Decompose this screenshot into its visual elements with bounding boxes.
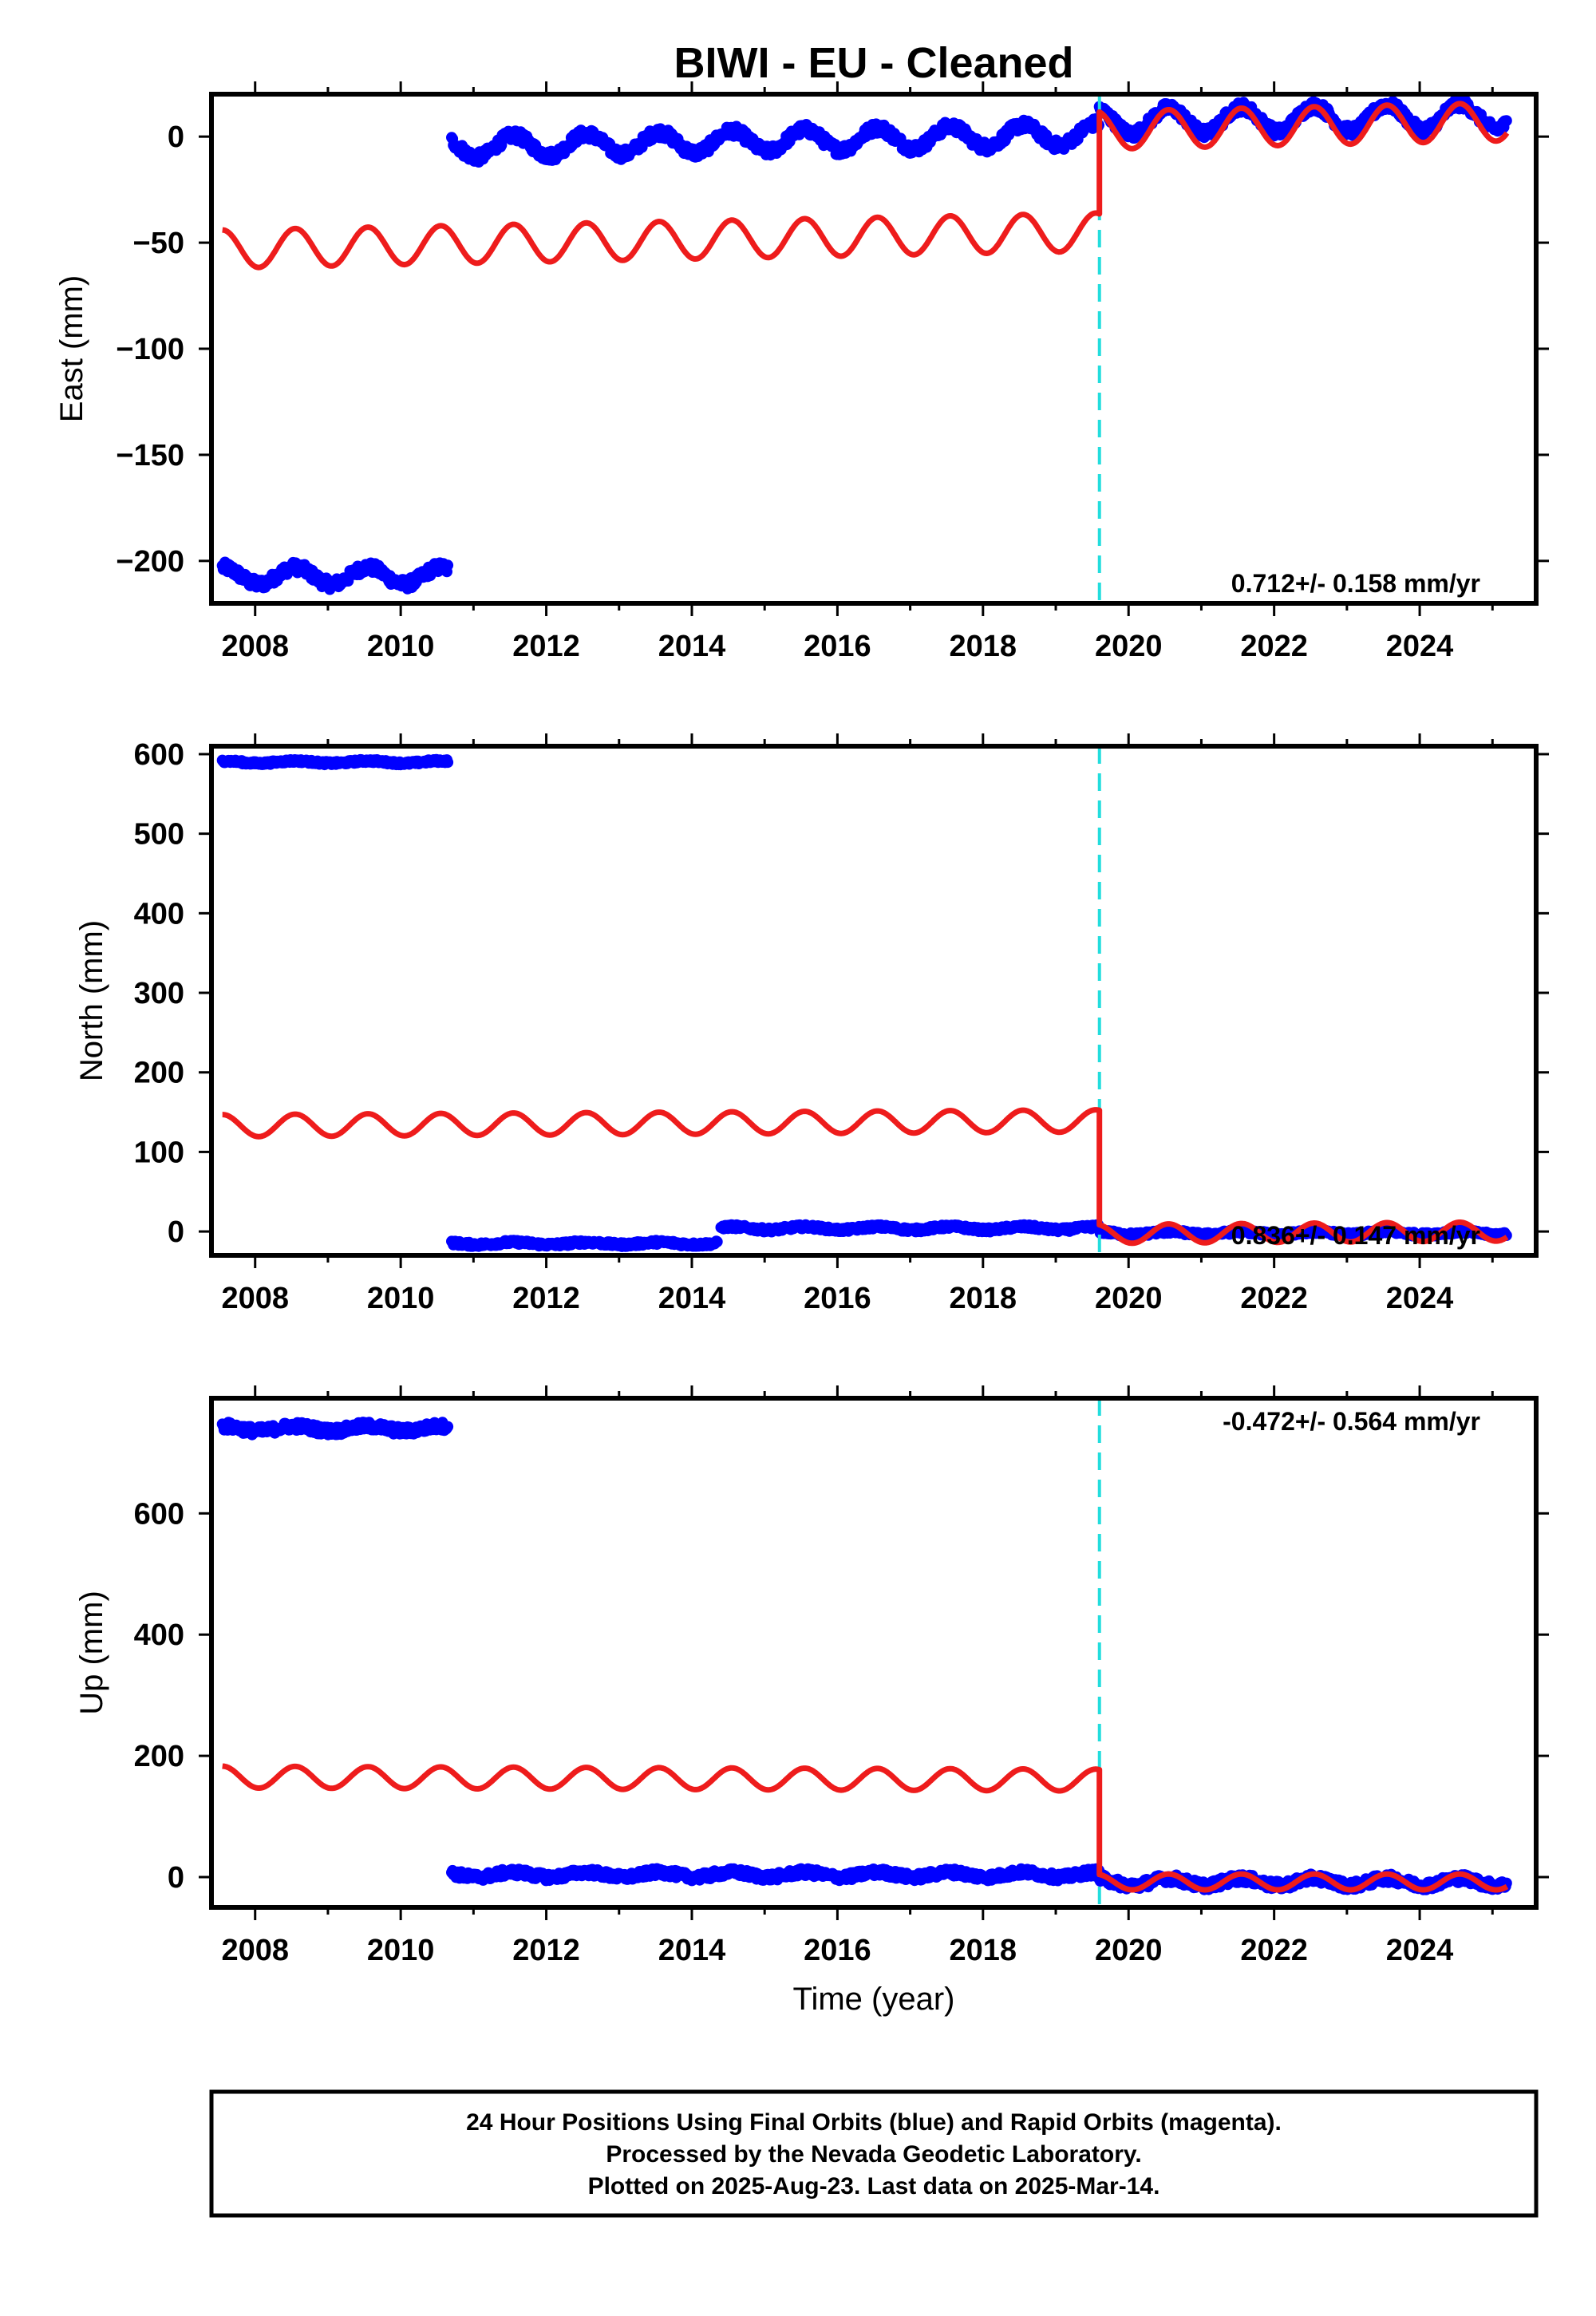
data-point <box>442 757 454 769</box>
x-tick-label: 2022 <box>1240 630 1308 663</box>
data-point <box>711 1235 723 1247</box>
data-points <box>216 753 1512 1252</box>
rate-annotation: -0.472+/- 0.564 mm/yr <box>1223 1407 1480 1436</box>
y-tick-label: 600 <box>134 738 184 772</box>
y-tick-label: −150 <box>116 439 184 472</box>
figure-title: BIWI - EU - Cleaned <box>674 39 1073 87</box>
x-tick-label: 2008 <box>221 1282 289 1315</box>
y-axis-label: Up (mm) <box>74 1591 109 1715</box>
x-tick-label: 2018 <box>950 1934 1017 1967</box>
rate-annotation: 0.836+/- 0.147 mm/yr <box>1231 1221 1480 1250</box>
footer-line-3: Plotted on 2025-Aug-23. Last data on 202… <box>588 2173 1160 2199</box>
y-tick-label: 400 <box>134 1618 184 1652</box>
x-tick-label: 2014 <box>658 630 726 663</box>
y-tick-label: 400 <box>134 897 184 931</box>
plot-frame <box>209 92 1539 606</box>
plot-frame <box>209 1396 1539 1910</box>
north-panel: 2008 2010 2012 2014 2016 2018 2020 2022 2024 600 5… <box>74 733 1549 1315</box>
model-fit-line <box>220 101 1510 271</box>
x-tick-label: 2020 <box>1095 1934 1163 1967</box>
x-tick-label: 2012 <box>512 1282 580 1315</box>
rate-annotation: 0.712+/- 0.158 mm/yr <box>1231 569 1480 598</box>
x-tick-label: 2010 <box>367 630 435 663</box>
y-tick-label: 0 <box>168 1215 184 1249</box>
x-tick-label: 2014 <box>658 1282 726 1315</box>
x-tick-label: 2010 <box>367 1934 435 1967</box>
x-tick-label: 2024 <box>1386 630 1454 663</box>
data-points <box>216 1417 1512 1895</box>
data-points <box>216 94 1512 595</box>
footer-box: 24 Hour Positions Using Final Orbits (bl… <box>209 2089 1539 2218</box>
x-tick-label: 2018 <box>950 1282 1017 1315</box>
model-fit-line <box>220 1107 1510 1247</box>
x-tick-label: 2018 <box>950 630 1017 663</box>
x-tick-label: 2010 <box>367 1282 435 1315</box>
plot-frame <box>209 744 1539 1258</box>
x-tick-label: 2012 <box>512 630 580 663</box>
data-point <box>442 1421 454 1433</box>
y-tick-label: 0 <box>168 1861 184 1895</box>
x-tick-label: 2024 <box>1386 1934 1454 1967</box>
y-tick-label: 100 <box>134 1136 184 1169</box>
x-axis-label: Time (year) <box>793 1982 955 2017</box>
y-tick-label: 200 <box>134 1740 184 1773</box>
footer-line-1: 24 Hour Positions Using Final Orbits (bl… <box>466 2109 1282 2136</box>
data-point <box>442 559 454 571</box>
y-tick-label: 200 <box>134 1057 184 1090</box>
y-tick-label: 500 <box>134 818 184 852</box>
x-tick-label: 2008 <box>221 1934 289 1967</box>
y-tick-label: 300 <box>134 977 184 1010</box>
x-tick-label: 2012 <box>512 1934 580 1967</box>
y-tick-label: 600 <box>134 1497 184 1531</box>
y-tick-label: −200 <box>116 545 184 579</box>
y-axis-label: North (mm) <box>74 920 109 1081</box>
x-tick-label: 2016 <box>804 1282 871 1315</box>
y-tick-label: −50 <box>133 227 184 260</box>
x-tick-label: 2016 <box>804 1934 871 1967</box>
data-point <box>1500 115 1512 127</box>
x-tick-label: 2016 <box>804 630 871 663</box>
y-axis-label: East (mm) <box>54 275 89 422</box>
x-tick-label: 2022 <box>1240 1934 1308 1967</box>
x-tick-label: 2014 <box>658 1934 726 1967</box>
x-tick-label: 2020 <box>1095 630 1163 663</box>
footer-line-2: Processed by the Nevada Geodetic Laborat… <box>606 2141 1141 2168</box>
up-panel: 2008 2010 2012 2014 2016 2018 2020 2022 2024 600 4… <box>74 1385 1549 2017</box>
x-tick-label: 2022 <box>1240 1282 1308 1315</box>
east-panel: 2008 2010 2012 2014 2016 2018 2020 2022 2024 0 −50… <box>54 81 1549 663</box>
y-tick-label: 0 <box>168 121 184 154</box>
x-tick-label: 2024 <box>1386 1282 1454 1315</box>
x-tick-label: 2008 <box>221 630 289 663</box>
y-tick-label: −100 <box>116 333 184 366</box>
x-tick-label: 2020 <box>1095 1282 1163 1315</box>
